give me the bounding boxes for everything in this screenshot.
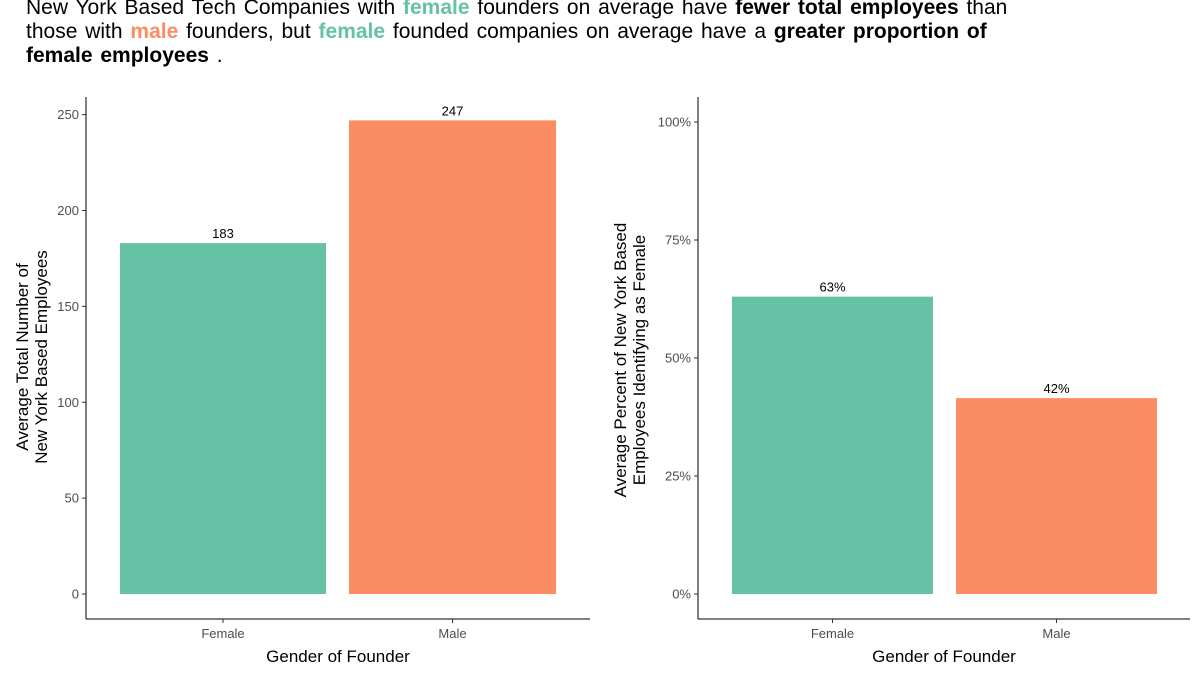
- y-axis-title-line: Average Total Number of: [13, 263, 32, 451]
- y-tick-label: 0: [72, 587, 79, 602]
- y-tick-label: 25%: [665, 469, 691, 484]
- y-tick-label: 150: [57, 299, 79, 314]
- headline-text-1: New York Based Tech Companies with: [26, 0, 403, 19]
- bar-male: [956, 398, 1157, 594]
- bar-female: [732, 296, 933, 594]
- data-label: 247: [442, 103, 464, 118]
- y-tick-label: 100%: [658, 115, 692, 130]
- headline-text-9: founded companies on average have a: [385, 20, 774, 43]
- headline-male: male: [130, 20, 179, 43]
- y-axis-title-line: Average Percent of New York Based: [611, 223, 630, 498]
- y-axis-title-line: New York Based Employees: [32, 250, 51, 464]
- y-axis-title-line: Employees Identifying as Female: [630, 235, 649, 485]
- y-tick-label: 50%: [665, 351, 691, 366]
- headline-emphasis-2: greater proportion of female employees: [26, 20, 987, 67]
- x-tick-label: Female: [201, 626, 244, 641]
- x-axis-title: Gender of Founder: [872, 647, 1016, 666]
- y-tick-label: 75%: [665, 233, 691, 248]
- x-axis-title: Gender of Founder: [266, 647, 410, 666]
- bar-male: [349, 120, 556, 594]
- data-label: 42%: [1043, 381, 1069, 396]
- headline-female-1: female: [402, 0, 470, 19]
- data-label: 183: [212, 226, 234, 241]
- y-tick-label: 50: [65, 491, 79, 506]
- x-tick-label: Female: [811, 626, 854, 641]
- y-tick-label: 200: [57, 203, 79, 218]
- y-tick-label: 0%: [672, 587, 691, 602]
- y-axis-title: Average Total Number ofNew York Based Em…: [13, 250, 51, 464]
- headline-text-5: than those with: [26, 0, 1008, 43]
- y-tick-label: 250: [57, 107, 79, 122]
- data-label: 63%: [819, 280, 845, 295]
- y-axis-title: Average Percent of New York BasedEmploye…: [611, 223, 649, 498]
- headline-female-2: female: [318, 20, 386, 43]
- headline-text-3: founders on average have: [469, 0, 736, 19]
- headline-emphasis-1: fewer total employees: [735, 0, 959, 19]
- headline-text-7: founders, but: [178, 20, 319, 43]
- y-tick-label: 100: [57, 395, 79, 410]
- headline-text-11: .: [208, 44, 223, 67]
- chart-headline: New York Based Tech Companies with femal…: [26, 0, 1026, 68]
- x-tick-label: Male: [1042, 626, 1070, 641]
- bar-female: [120, 243, 326, 594]
- x-tick-label: Male: [438, 626, 466, 641]
